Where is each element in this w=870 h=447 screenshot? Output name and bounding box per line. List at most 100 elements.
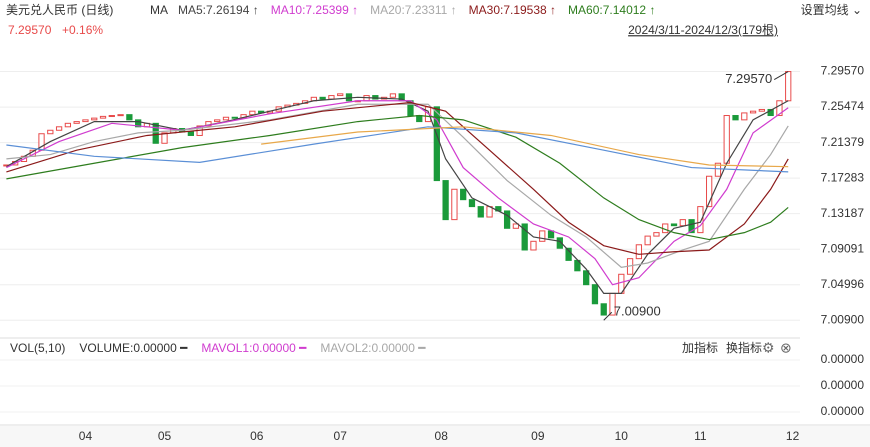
candle xyxy=(64,122,72,128)
candle xyxy=(91,117,98,121)
settings[interactable]: 设置均线 ⌄ xyxy=(801,3,862,17)
ma-line xyxy=(261,126,789,168)
candle xyxy=(503,210,511,229)
chart-title: 美元兑人民币 (日线) xyxy=(6,3,113,17)
candle xyxy=(416,115,423,123)
ma-line xyxy=(6,114,789,241)
volume-label: VOL(5,10) xyxy=(10,341,65,355)
x-axis-band xyxy=(0,426,870,447)
candle xyxy=(108,115,115,118)
candle xyxy=(749,110,757,114)
volume-label: MAVOL1:0.00000 ━ xyxy=(201,341,307,355)
y-tick-label: 7.04996 xyxy=(821,277,865,291)
candle xyxy=(714,162,722,177)
y-tick-label: 7.09091 xyxy=(821,241,865,255)
volume-tick-label: 0.00000 xyxy=(821,378,865,392)
last-price: 7.29570 xyxy=(8,23,52,37)
y-tick-label: 7.29570 xyxy=(821,64,865,78)
candle xyxy=(126,114,133,121)
annotation: 7.00900 xyxy=(614,304,661,319)
y-tick-label: 7.17283 xyxy=(821,170,865,184)
ma-line xyxy=(6,126,789,173)
candle xyxy=(82,119,89,123)
candle xyxy=(135,119,142,128)
x-tick-label: 12 xyxy=(786,429,800,443)
candle xyxy=(468,199,476,208)
candle xyxy=(758,108,765,112)
candle xyxy=(521,223,528,251)
candle xyxy=(389,93,397,98)
candle xyxy=(214,119,221,123)
x-tick-label: 04 xyxy=(79,429,93,443)
ma-line xyxy=(6,100,789,286)
candle xyxy=(161,132,168,144)
x-tick-label: 08 xyxy=(435,429,449,443)
legend-entry: MA30:7.19538 ↑ xyxy=(469,3,556,17)
x-tick-label: 05 xyxy=(158,429,172,443)
legend-entry: MA20:7.23311 ↑ xyxy=(370,3,457,17)
candle xyxy=(706,175,713,208)
candle xyxy=(512,223,520,229)
candle xyxy=(55,126,63,131)
candle xyxy=(583,270,590,286)
candle xyxy=(556,237,563,249)
candle xyxy=(547,230,555,239)
candle xyxy=(328,95,335,100)
y-tick-label: 7.13187 xyxy=(821,206,865,220)
candle xyxy=(679,219,686,227)
candle xyxy=(249,110,256,116)
candle xyxy=(644,235,651,246)
volume-tick-label: 0.00000 xyxy=(821,352,865,366)
candle xyxy=(741,112,748,121)
ma-line xyxy=(6,103,789,268)
legend-entry: MA5:7.26194 ↑ xyxy=(178,3,259,17)
x-tick-label: 07 xyxy=(334,429,348,443)
volume-label: VOLUME:0.00000 ━ xyxy=(79,341,188,355)
indicator-button[interactable]: 换指标 xyxy=(726,340,762,355)
legend-entry: MA60:7.14012 ↑ xyxy=(568,3,655,17)
change: +0.16% xyxy=(62,23,103,37)
candle xyxy=(539,230,546,242)
candle xyxy=(635,244,643,260)
candle xyxy=(767,108,774,117)
candle xyxy=(600,303,607,316)
candle xyxy=(152,122,159,144)
candle xyxy=(460,188,467,201)
candle xyxy=(732,115,739,121)
candle xyxy=(653,232,660,237)
x-tick-label: 09 xyxy=(531,429,545,443)
x-tick-label: 06 xyxy=(250,429,264,443)
candle xyxy=(591,284,599,305)
settings-icon: ⚙ xyxy=(762,340,775,356)
candle xyxy=(99,115,107,119)
candle xyxy=(565,247,572,261)
candle xyxy=(337,93,344,97)
candle xyxy=(47,129,54,135)
candle xyxy=(442,180,449,221)
candle xyxy=(319,96,326,100)
candle xyxy=(670,223,678,227)
candle xyxy=(477,206,484,218)
candle xyxy=(785,71,792,102)
candle xyxy=(776,100,783,117)
candle xyxy=(723,115,730,164)
annotation: 7.29570 xyxy=(725,71,772,86)
candle xyxy=(697,206,704,234)
annotation-arrow xyxy=(603,311,613,321)
y-tick-label: 7.21379 xyxy=(821,135,865,149)
candle xyxy=(688,219,695,234)
indicator[interactable]: MA xyxy=(150,3,168,17)
range: 2024/3/11-2024/12/3(179根) xyxy=(628,23,778,37)
y-tick-label: 7.00900 xyxy=(821,312,865,326)
x-tick-label: 11 xyxy=(694,429,707,443)
annotation-arrow xyxy=(773,71,789,80)
candle xyxy=(451,188,458,221)
candle xyxy=(187,131,195,136)
candle xyxy=(73,121,80,124)
ma-line xyxy=(6,101,789,255)
indicator-button[interactable]: 加指标 xyxy=(682,340,718,355)
candle xyxy=(231,116,238,119)
close-icon: ⊗ xyxy=(780,340,792,356)
